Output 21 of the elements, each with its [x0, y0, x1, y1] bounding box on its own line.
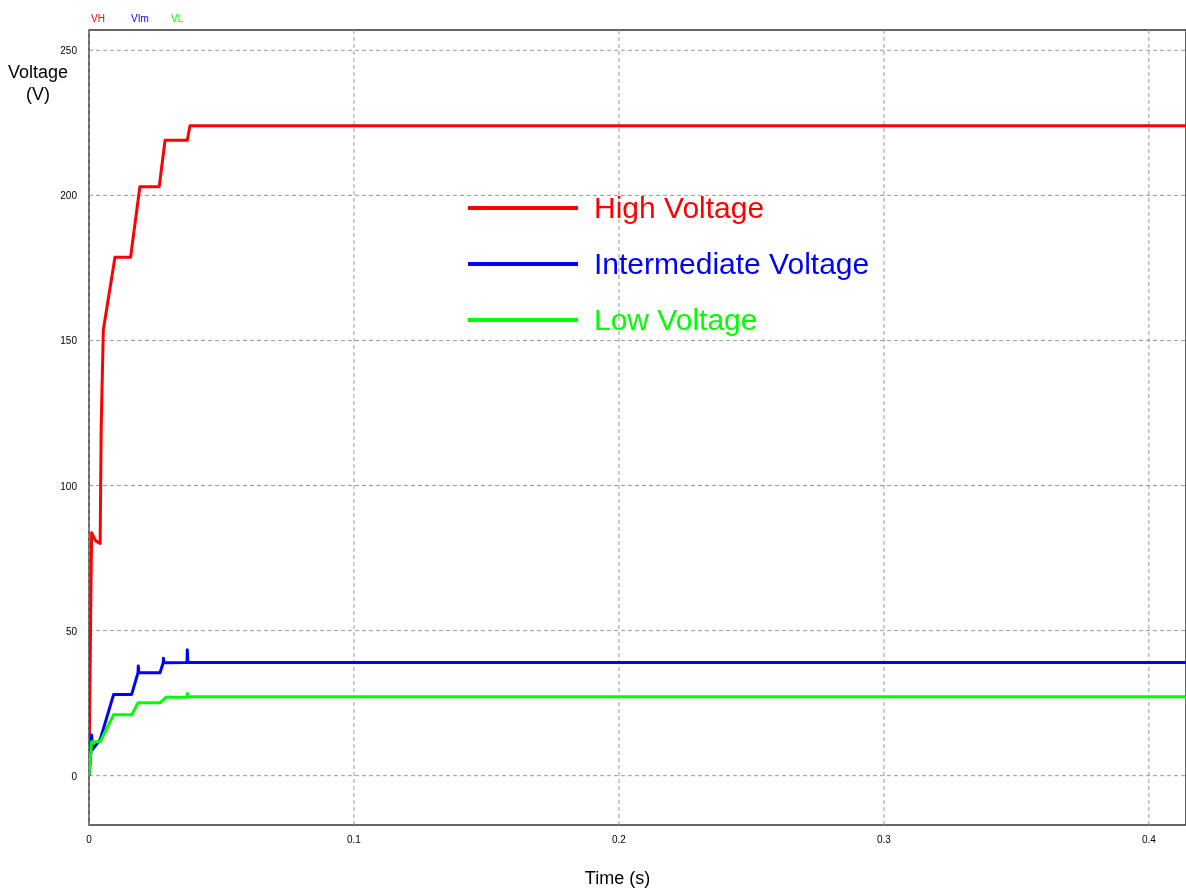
y-tick-label: 250: [60, 45, 78, 57]
x-tick-label: 0: [86, 834, 93, 845]
x-axis-title: Time (s): [584, 868, 651, 888]
y-tick-label: 150: [60, 335, 78, 347]
y-axis-title: Voltage (V): [7, 62, 69, 104]
legend-label: Intermediate Voltage: [594, 247, 870, 280]
line-series: [89, 648, 1186, 778]
x-tick-label: 0.2: [612, 834, 627, 845]
y-tick-label: 200: [60, 190, 78, 202]
legend-label: Low Voltage: [594, 303, 758, 336]
y-tick-label: 50: [65, 625, 78, 637]
y-tick-label: 100: [60, 480, 78, 492]
y-tick-label: 0: [71, 770, 78, 782]
line-series: [89, 692, 1186, 778]
legend-label: High Voltage: [594, 191, 765, 224]
x-tick-label: 0.4: [1141, 834, 1157, 845]
x-tick-label: 0.3: [876, 834, 892, 845]
text: VIm: [131, 13, 149, 24]
text: VL: [171, 13, 184, 24]
x-tick-label: 0.1: [347, 834, 362, 845]
text: VH: [91, 13, 105, 24]
